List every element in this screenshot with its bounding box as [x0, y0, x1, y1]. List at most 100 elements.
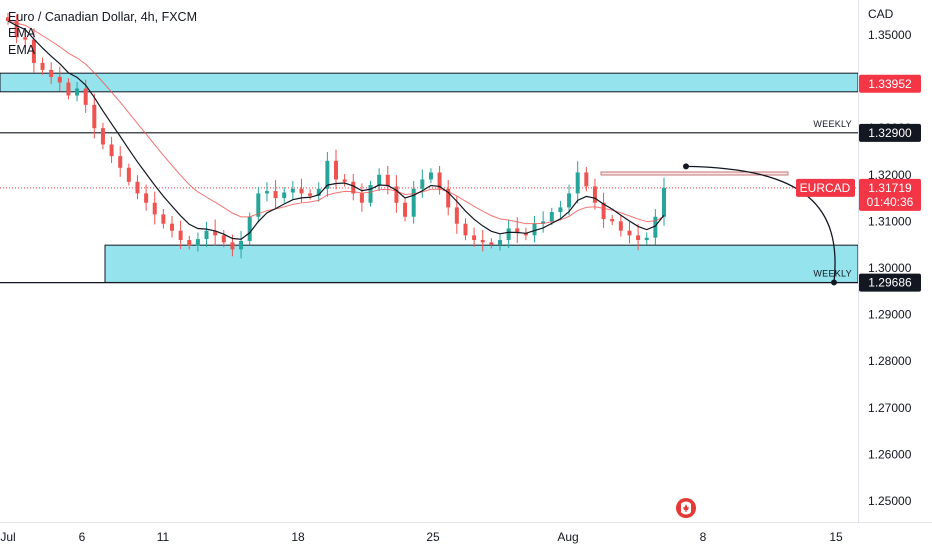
time-tick-label: Aug [557, 530, 578, 544]
indicator-ema-1[interactable]: EMA [8, 26, 36, 40]
candle [282, 192, 287, 199]
candle [221, 235, 226, 243]
range-box[interactable] [600, 171, 789, 176]
candle [152, 202, 157, 215]
candle [256, 193, 261, 217]
candle [178, 230, 183, 241]
candle [368, 185, 373, 203]
canada-flag-icon[interactable] [676, 498, 696, 518]
candle [75, 88, 80, 96]
candle [515, 228, 520, 234]
time-tick-label: 11 [157, 530, 170, 544]
candle [601, 202, 606, 220]
weekly-lower-label: WEEKLY [813, 269, 852, 279]
time-tick-label: Jul [0, 530, 15, 544]
candle [618, 221, 623, 231]
candle [498, 240, 502, 245]
candle [126, 167, 131, 182]
time-axis[interactable]: Jul 6 11 18 25 Aug 8 15 [0, 530, 843, 544]
price-axis[interactable]: 1.350001.330001.320001.310001.300001.290… [868, 28, 912, 508]
time-tick-label: 8 [700, 530, 707, 544]
candle [592, 186, 597, 203]
candle [359, 193, 364, 203]
candle [342, 179, 347, 182]
candle [135, 181, 140, 194]
candle [636, 235, 641, 241]
candle [308, 193, 313, 196]
price-tick-label: 1.31000 [868, 214, 912, 228]
candle [506, 228, 511, 241]
support-zone[interactable] [104, 244, 859, 283]
price-tick-label: 1.27000 [868, 401, 912, 415]
currency-label: CAD [868, 7, 894, 21]
projection-end-dot[interactable] [831, 279, 837, 286]
candle [264, 191, 269, 194]
candle [40, 62, 45, 70]
svg-text:EURCAD: EURCAD [800, 181, 851, 195]
resistance-price-tag: 1.33952 [859, 74, 921, 93]
svg-text:01:40:36: 01:40:36 [867, 195, 914, 209]
candle [420, 179, 425, 189]
price-tick-label: 1.32000 [868, 168, 912, 182]
candle [161, 214, 166, 224]
price-tick-label: 1.25000 [868, 494, 912, 508]
candle [377, 174, 382, 186]
candle [411, 188, 416, 217]
candle [584, 172, 589, 187]
candle [109, 144, 114, 157]
time-tick-label: 15 [829, 530, 843, 544]
candle [204, 230, 209, 240]
candle [575, 172, 580, 194]
svg-text:1.32900: 1.32900 [868, 126, 912, 140]
candle [463, 223, 468, 236]
candle [273, 191, 278, 199]
candle [567, 193, 572, 208]
candle [334, 160, 338, 180]
weekly-upper-label: WEEKLY [813, 119, 852, 129]
candle [230, 242, 235, 250]
candle [213, 230, 218, 236]
candle [187, 240, 192, 246]
candle [610, 219, 615, 222]
ema-fast-line [7, 20, 665, 240]
candle [31, 39, 36, 63]
lower-level-price-tag: 1.29686 [859, 273, 921, 292]
candle [385, 174, 390, 187]
svg-text:1.31719: 1.31719 [868, 181, 912, 195]
candle [195, 239, 200, 246]
candle [57, 76, 62, 83]
svg-text:1.29686: 1.29686 [868, 276, 912, 290]
candle [541, 221, 546, 224]
candle [6, 17, 10, 21]
candle [472, 235, 477, 241]
candle [144, 193, 149, 203]
symbol-tag: EURCAD [796, 178, 855, 197]
resistance-zone[interactable] [0, 72, 859, 93]
candle [403, 202, 408, 217]
candle [290, 188, 295, 193]
candle [428, 172, 433, 180]
candle [118, 156, 123, 168]
candle [454, 207, 459, 224]
candle [480, 240, 485, 243]
candle [299, 188, 304, 194]
candle [325, 160, 330, 189]
candle [239, 240, 244, 250]
svg-text:1.33952: 1.33952 [868, 77, 912, 91]
indicator-ema-2[interactable]: EMA [8, 43, 36, 57]
candle [66, 82, 71, 96]
price-tick-label: 1.35000 [868, 28, 912, 42]
candle [83, 88, 88, 105]
candle [532, 223, 537, 236]
chart-title: Euro / Canadian Dollar, 4h, FXCM [8, 10, 197, 24]
candle [558, 207, 563, 213]
candle [489, 242, 494, 245]
projection-start-dot[interactable] [683, 163, 689, 170]
candles [6, 13, 666, 259]
candle [394, 186, 399, 203]
price-tick-label: 1.26000 [868, 447, 912, 461]
candle [549, 212, 554, 222]
time-tick-label: 18 [291, 530, 305, 544]
candle [170, 223, 174, 231]
